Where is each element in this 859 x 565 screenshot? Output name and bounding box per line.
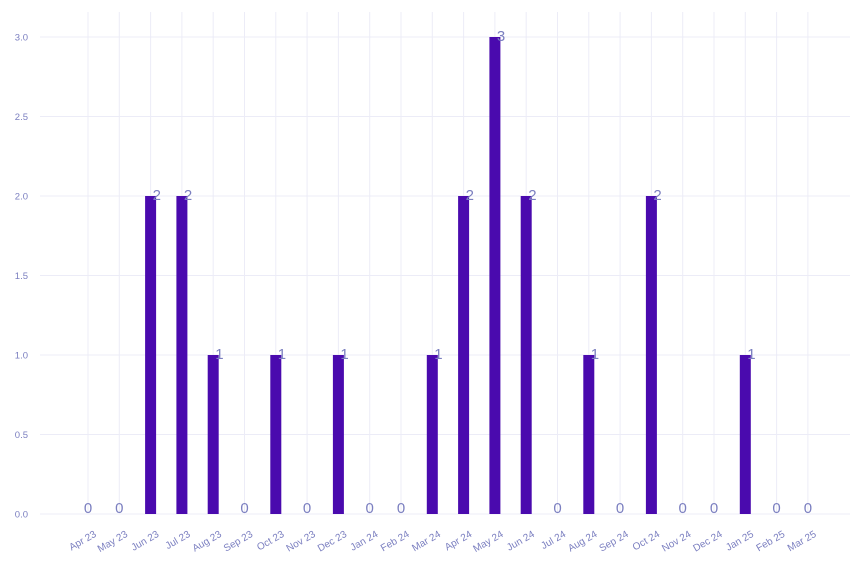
bar-value-label: 2	[528, 187, 536, 204]
x-tick-label: Jan 25	[724, 529, 756, 554]
x-tick-label: Sep 24	[598, 529, 631, 555]
y-tick-label: 2.5	[15, 112, 28, 123]
x-tick-label: Feb 25	[755, 529, 788, 554]
bar	[145, 196, 157, 514]
bar-value-label: 2	[184, 187, 192, 204]
bar-value-label: 0	[772, 500, 780, 517]
x-tick-label: Jul 23	[164, 529, 193, 552]
x-tick-label: Oct 24	[631, 529, 662, 553]
x-tick-label: Dec 24	[692, 529, 725, 555]
x-tick-label: Dec 23	[316, 529, 349, 555]
bar-value-label: 0	[679, 500, 687, 517]
bar	[332, 355, 344, 514]
bar-value-label: 1	[747, 346, 755, 363]
y-tick-label: 3.0	[15, 33, 28, 44]
bar-value-label: 0	[84, 500, 92, 517]
bar-value-label: 2	[653, 187, 661, 204]
bar-value-label: 1	[591, 346, 599, 363]
x-tick-label: Mar 24	[410, 529, 443, 554]
bar-value-label: 1	[340, 346, 348, 363]
x-tick-label: Oct 23	[255, 529, 286, 553]
x-tick-label: Aug 24	[566, 529, 599, 555]
x-tick-label: May 24	[471, 529, 505, 555]
bar-value-label: 1	[278, 346, 286, 363]
grid-lines	[40, 12, 850, 515]
bar	[645, 196, 657, 514]
y-tick-label: 1.5	[15, 271, 28, 282]
bar	[583, 355, 595, 514]
x-tick-label: Jul 24	[539, 529, 568, 552]
x-tick-label: Aug 23	[191, 529, 224, 555]
bar-value-label: 0	[366, 500, 374, 517]
bars	[145, 37, 751, 514]
data-labels: 0 0 2 2 1 0 1 0 1 0 0 1 2 3 2 0 1 0 2 0 0 1 0 0	[84, 28, 812, 517]
bar	[207, 355, 219, 514]
y-tick-label: 0.5	[15, 430, 28, 441]
bar-value-label: 0	[303, 500, 311, 517]
x-tick-label: Feb 24	[379, 529, 412, 554]
bar-value-label: 1	[215, 346, 223, 363]
x-tick-label: Jun 23	[130, 529, 162, 554]
bar-value-label: 0	[115, 500, 123, 517]
bar-value-label: 0	[397, 500, 405, 517]
x-tick-label: Apr 24	[443, 529, 474, 553]
bar	[458, 196, 470, 514]
bar-value-label: 0	[804, 500, 812, 517]
x-tick-label: Apr 23	[67, 529, 98, 553]
x-tick-label: Jan 24	[349, 529, 381, 554]
x-tick-label: Jun 24	[505, 529, 537, 554]
bar-value-label: 0	[240, 500, 248, 517]
bar-value-label: 2	[153, 187, 161, 204]
bar-value-label: 3	[497, 28, 505, 45]
x-tick-label: Mar 25	[786, 529, 819, 554]
bar-value-label: 0	[710, 500, 718, 517]
bar	[270, 355, 282, 514]
y-tick-label: 2.0	[15, 192, 28, 203]
bar	[176, 196, 188, 514]
bar-value-label: 0	[553, 500, 561, 517]
bar	[489, 37, 501, 514]
x-tick-label: Nov 24	[660, 529, 693, 555]
x-tick-label: Sep 23	[222, 529, 255, 555]
bar-value-label: 2	[466, 187, 474, 204]
bar	[426, 355, 438, 514]
y-tick-label: 1.0	[15, 351, 28, 362]
bar	[739, 355, 751, 514]
bar	[520, 196, 532, 514]
bar-value-label: 1	[434, 346, 442, 363]
x-tick-label: Nov 23	[285, 529, 318, 555]
bar-value-label: 0	[616, 500, 624, 517]
y-tick-label: 0.0	[15, 510, 28, 521]
x-tick-label: May 23	[96, 529, 130, 555]
